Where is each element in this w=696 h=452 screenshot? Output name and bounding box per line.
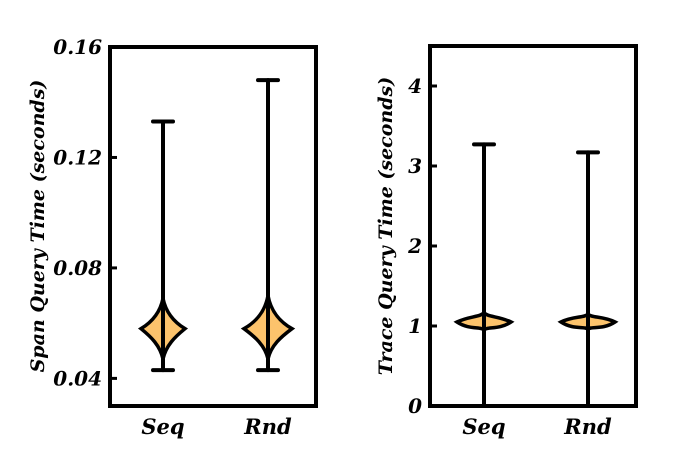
- right-x-tick-seq: Seq: [462, 414, 505, 439]
- right-y-tick-label: 2: [407, 234, 422, 258]
- left-y-axis-label: Span Query Time (seconds): [27, 80, 49, 373]
- right-y-axis-label: Trace Query Time (seconds): [375, 77, 397, 375]
- left-x-tick-rnd: Rnd: [243, 414, 292, 439]
- right-x-tick-rnd: Rnd: [563, 414, 612, 439]
- right-y-tick-label: 1: [408, 314, 422, 338]
- left-y-tick-label: 0.16: [53, 35, 102, 59]
- right-plot-frame: [428, 44, 638, 408]
- right-y-tick-label: 3: [408, 154, 422, 178]
- left-x-tick-seq: Seq: [141, 414, 184, 439]
- right-y-tick-label: 4: [408, 74, 422, 98]
- left-y-tick-label: 0.12: [53, 145, 102, 169]
- left-y-tick-label: 0.08: [53, 256, 102, 280]
- span-query-panel: Span Query Time (seconds) 0.04 0.08 0.12 0.…: [27, 35, 318, 439]
- trace-query-panel: Trace Query Time (seconds) 0 1 2 3 4 Seq Rnd: [375, 44, 638, 439]
- right-y-tick-label: 0: [408, 394, 422, 418]
- left-plot-frame: [108, 45, 318, 408]
- left-y-tick-label: 0.04: [53, 366, 102, 390]
